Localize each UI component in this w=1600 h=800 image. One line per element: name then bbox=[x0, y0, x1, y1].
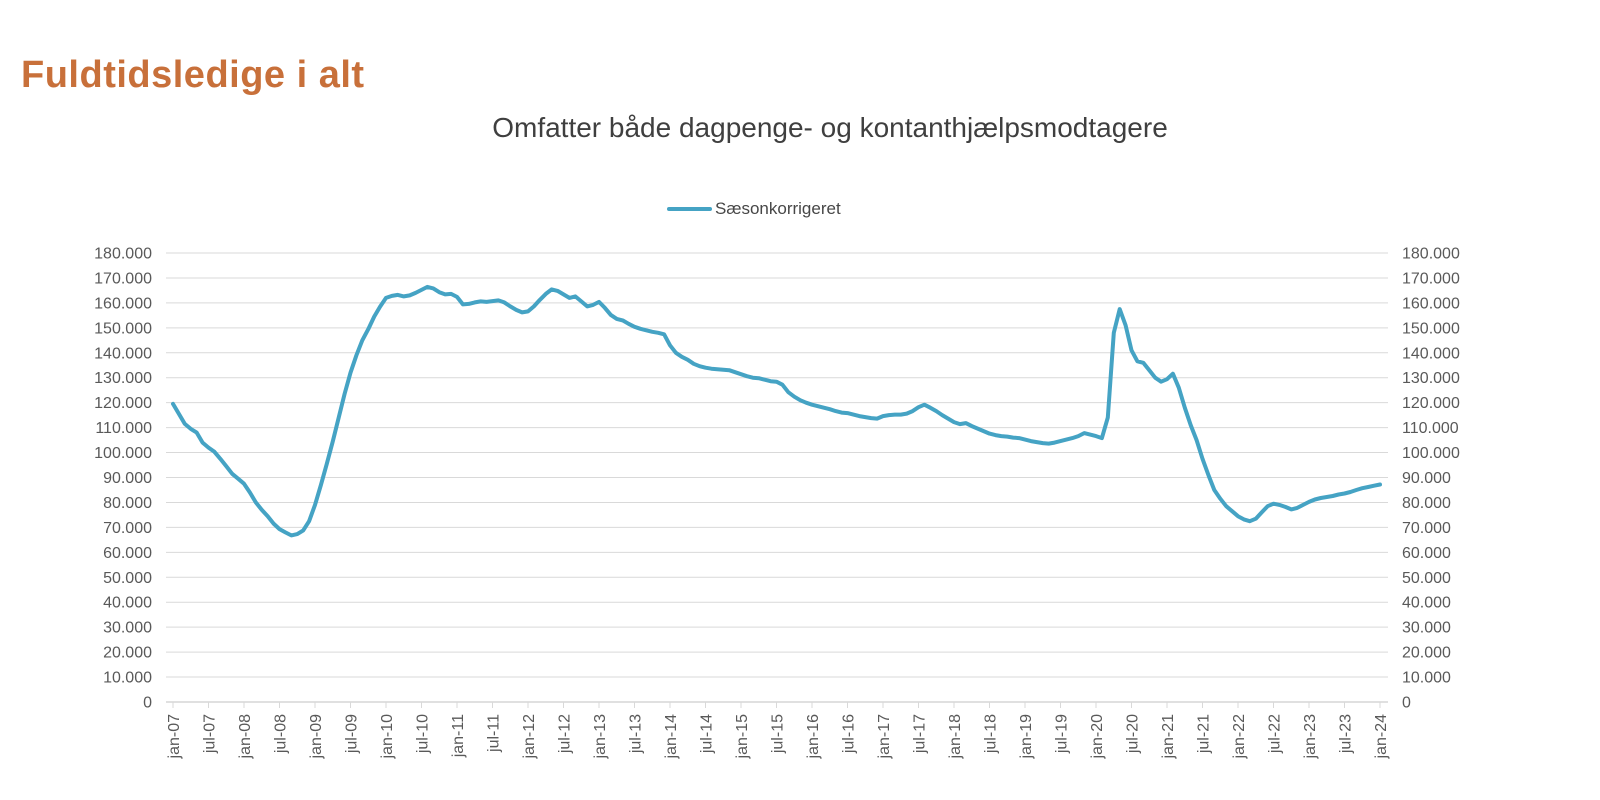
x-tick-label: jan-21 bbox=[1160, 714, 1177, 760]
x-tick-label: jul-18 bbox=[983, 714, 1000, 754]
x-tick-label: jul-07 bbox=[202, 714, 219, 754]
y-tick-label-left: 70.000 bbox=[103, 520, 152, 537]
x-tick-label: jul-21 bbox=[1196, 714, 1213, 754]
y-tick-label-right: 110.000 bbox=[1402, 420, 1459, 437]
series-line-saesonkorrigeret bbox=[171, 284, 1382, 538]
y-tick-label-right: 80.000 bbox=[1402, 495, 1451, 512]
y-tick-label-right: 140.000 bbox=[1402, 345, 1460, 362]
y-tick-label-right: 60.000 bbox=[1402, 545, 1451, 562]
y-tick-label-left: 130.000 bbox=[94, 370, 152, 387]
x-axis-labels: jan-07 jul-07 jan-08 jul-08 jan-09 jul-09 jan-… bbox=[166, 714, 1390, 760]
y-tick-label-left: 0 bbox=[143, 695, 152, 712]
y-tick-label-left: 40.000 bbox=[103, 595, 152, 612]
x-tick-label: jan-23 bbox=[1302, 714, 1319, 760]
x-tick-label: jul-11 bbox=[486, 714, 503, 753]
x-tick-label: jan-18 bbox=[947, 714, 964, 760]
x-tick-label: jan-15 bbox=[734, 714, 751, 760]
y-tick-label-right: 0 bbox=[1402, 695, 1411, 712]
y-tick-label-left: 170.000 bbox=[94, 270, 152, 287]
y-axis-labels: 0 0 10.000 10.000 20.000 20.000 30.000 30.000 40… bbox=[94, 246, 1460, 712]
y-tick-label-left: 140.000 bbox=[94, 345, 152, 362]
x-tick-label: jul-16 bbox=[841, 714, 858, 754]
x-tick-label: jul-10 bbox=[415, 714, 432, 754]
y-tick-label-left: 110.000 bbox=[95, 420, 152, 437]
legend-label: Sæsonkorrigeret bbox=[715, 199, 841, 218]
x-tick-label: jul-15 bbox=[770, 714, 787, 754]
x-tick-label: jul-20 bbox=[1125, 714, 1142, 754]
x-tick-label: jul-12 bbox=[557, 714, 574, 754]
y-tick-label-right: 40.000 bbox=[1402, 595, 1451, 612]
chart-title: Omfatter både dagpenge- og kontanthjælps… bbox=[492, 112, 1168, 143]
x-tick-label: jan-07 bbox=[166, 714, 183, 760]
x-tick-label: jul-22 bbox=[1267, 714, 1284, 754]
legend-line-swatch bbox=[667, 207, 712, 211]
x-tick-label: jul-23 bbox=[1338, 714, 1355, 754]
y-tick-label-right: 30.000 bbox=[1402, 620, 1451, 637]
y-tick-label-right: 70.000 bbox=[1402, 520, 1451, 537]
y-tick-label-right: 180.000 bbox=[1402, 246, 1460, 263]
x-tick-label: jul-14 bbox=[699, 714, 716, 754]
y-tick-label-right: 170.000 bbox=[1402, 270, 1460, 287]
x-tick-label: jan-09 bbox=[308, 714, 325, 760]
x-tick-label: jan-22 bbox=[1231, 714, 1248, 760]
x-axis bbox=[166, 701, 1388, 708]
x-tick-label: jan-16 bbox=[805, 714, 822, 760]
x-tick-label: jul-19 bbox=[1054, 714, 1071, 754]
y-tick-label-left: 20.000 bbox=[103, 645, 152, 662]
page-title: Fuldtidsledige i alt bbox=[21, 54, 365, 97]
y-tick-label-right: 120.000 bbox=[1402, 395, 1460, 412]
y-tick-label-right: 150.000 bbox=[1402, 320, 1460, 337]
x-tick-label: jan-10 bbox=[379, 714, 396, 760]
series bbox=[171, 284, 1382, 538]
x-tick-label: jan-24 bbox=[1373, 714, 1390, 760]
gridlines bbox=[166, 252, 1388, 678]
y-tick-label-left: 180.000 bbox=[94, 246, 152, 263]
y-tick-label-right: 130.000 bbox=[1402, 370, 1460, 387]
x-tick-label: jan-20 bbox=[1089, 714, 1106, 760]
y-tick-label-right: 100.000 bbox=[1402, 445, 1460, 462]
y-tick-label-right: 50.000 bbox=[1402, 570, 1451, 587]
y-tick-label-left: 160.000 bbox=[94, 295, 152, 312]
x-tick-label: jul-09 bbox=[344, 714, 361, 754]
y-tick-label-left: 90.000 bbox=[103, 470, 152, 487]
x-tick-label: jan-17 bbox=[876, 714, 893, 760]
y-tick-label-left: 80.000 bbox=[103, 495, 152, 512]
y-tick-label-left: 120.000 bbox=[94, 395, 152, 412]
y-tick-label-right: 90.000 bbox=[1402, 470, 1451, 487]
y-tick-label-right: 10.000 bbox=[1402, 670, 1451, 687]
legend: Sæsonkorrigeret bbox=[667, 199, 841, 219]
y-tick-label-left: 10.000 bbox=[103, 670, 152, 687]
x-tick-label: jul-08 bbox=[273, 714, 290, 754]
x-tick-label: jan-19 bbox=[1018, 714, 1035, 760]
y-tick-label-left: 60.000 bbox=[103, 545, 152, 562]
y-tick-label-left: 50.000 bbox=[103, 570, 152, 587]
y-tick-label-left: 30.000 bbox=[103, 620, 152, 637]
x-tick-label: jan-11 bbox=[450, 714, 467, 758]
x-tick-label: jan-08 bbox=[237, 714, 254, 760]
x-tick-label: jan-13 bbox=[592, 714, 609, 760]
y-tick-label-right: 20.000 bbox=[1402, 645, 1451, 662]
x-tick-label: jan-12 bbox=[521, 714, 538, 760]
y-tick-label-left: 150.000 bbox=[94, 320, 152, 337]
y-tick-label-right: 160.000 bbox=[1402, 295, 1460, 312]
x-tick-label: jul-13 bbox=[628, 714, 645, 754]
x-tick-label: jan-14 bbox=[663, 714, 680, 760]
x-tick-label: jul-17 bbox=[912, 714, 929, 754]
y-tick-label-left: 100.000 bbox=[94, 445, 152, 462]
